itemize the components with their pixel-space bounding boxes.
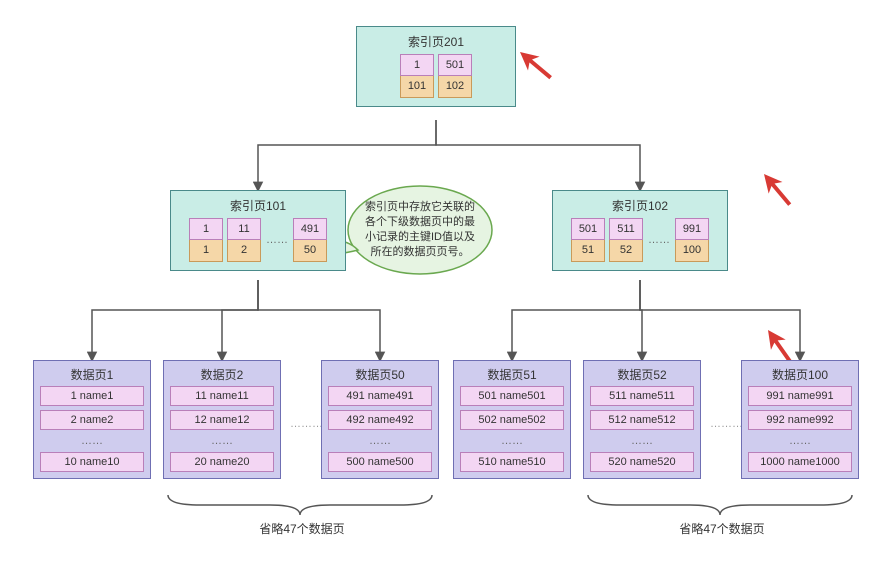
data-row: 2 name2 bbox=[40, 410, 144, 430]
data-page: 数据页51 501 name501 502 name502 …… 510 nam… bbox=[453, 360, 571, 479]
data-title: 数据页52 bbox=[584, 361, 700, 386]
index-page-left: 索引页101 1 1 11 2 …… 491 50 bbox=[170, 190, 346, 271]
gap-ellipsis: ……… bbox=[710, 418, 743, 430]
data-row: 20 name20 bbox=[170, 452, 274, 472]
data-title: 数据页50 bbox=[322, 361, 438, 386]
index-ptr: 101 bbox=[400, 76, 434, 98]
index-ptr: 102 bbox=[438, 76, 472, 98]
index-entries: 1 101 501 102 bbox=[357, 54, 515, 106]
data-page: 数据页100 991 name991 992 name992 …… 1000 n… bbox=[741, 360, 859, 479]
data-row: 1000 name1000 bbox=[748, 452, 852, 472]
index-entry: 501 102 bbox=[438, 54, 472, 98]
ellipsis: …… bbox=[748, 434, 852, 448]
data-row: 510 name510 bbox=[460, 452, 564, 472]
data-row: 492 name492 bbox=[328, 410, 432, 430]
data-row: 992 name992 bbox=[748, 410, 852, 430]
index-key: 501 bbox=[571, 218, 605, 240]
data-title: 数据页51 bbox=[454, 361, 570, 386]
index-key: 491 bbox=[293, 218, 327, 240]
index-entry: 11 2 bbox=[227, 218, 261, 262]
index-entry: 1 1 bbox=[189, 218, 223, 262]
index-ptr: 2 bbox=[227, 240, 261, 262]
ellipsis: …… bbox=[460, 434, 564, 448]
data-row: 991 name991 bbox=[748, 386, 852, 406]
data-row: 12 name12 bbox=[170, 410, 274, 430]
ellipsis: …… bbox=[170, 434, 274, 448]
footer-label-right: 省略47个数据页 bbox=[672, 520, 772, 537]
index-page-right: 索引页102 501 51 511 52 …… 991 100 bbox=[552, 190, 728, 271]
red-arrow-icon bbox=[757, 168, 797, 210]
data-row: 502 name502 bbox=[460, 410, 564, 430]
ellipsis: …… bbox=[590, 434, 694, 448]
index-ptr: 1 bbox=[189, 240, 223, 262]
index-entry: 511 52 bbox=[609, 218, 643, 262]
index-title: 索引页101 bbox=[171, 191, 345, 218]
callout-text: 索引页中存放它关联的各个下级数据页中的最小记录的主键ID值以及所在的数据页页号。 bbox=[360, 200, 480, 259]
data-row: 520 name520 bbox=[590, 452, 694, 472]
data-row: 500 name500 bbox=[328, 452, 432, 472]
ellipsis: …… bbox=[647, 234, 671, 246]
data-row: 491 name491 bbox=[328, 386, 432, 406]
index-entry: 491 50 bbox=[293, 218, 327, 262]
index-ptr: 50 bbox=[293, 240, 327, 262]
data-page: 数据页50 491 name491 492 name492 …… 500 nam… bbox=[321, 360, 439, 479]
index-key: 501 bbox=[438, 54, 472, 76]
index-key: 1 bbox=[189, 218, 223, 240]
index-ptr: 100 bbox=[675, 240, 709, 262]
gap-ellipsis: ……… bbox=[290, 418, 323, 430]
data-row: 11 name11 bbox=[170, 386, 274, 406]
data-row: 512 name512 bbox=[590, 410, 694, 430]
data-page: 数据页52 511 name511 512 name512 …… 520 nam… bbox=[583, 360, 701, 479]
data-title: 数据页1 bbox=[34, 361, 150, 386]
index-title: 索引页102 bbox=[553, 191, 727, 218]
index-title: 索引页201 bbox=[357, 27, 515, 54]
footer-label-left: 省略47个数据页 bbox=[252, 520, 352, 537]
index-key: 1 bbox=[400, 54, 434, 76]
data-row: 511 name511 bbox=[590, 386, 694, 406]
index-entries: 501 51 511 52 …… 991 100 bbox=[553, 218, 727, 270]
red-arrow-icon bbox=[514, 45, 556, 85]
index-entries: 1 1 11 2 …… 491 50 bbox=[171, 218, 345, 270]
data-page: 数据页1 1 name1 2 name2 …… 10 name10 bbox=[33, 360, 151, 479]
data-title: 数据页2 bbox=[164, 361, 280, 386]
index-ptr: 52 bbox=[609, 240, 643, 262]
index-ptr: 51 bbox=[571, 240, 605, 262]
ellipsis: …… bbox=[40, 434, 144, 448]
index-key: 511 bbox=[609, 218, 643, 240]
index-key: 11 bbox=[227, 218, 261, 240]
index-key: 991 bbox=[675, 218, 709, 240]
index-entry: 1 101 bbox=[400, 54, 434, 98]
data-row: 1 name1 bbox=[40, 386, 144, 406]
index-entry: 501 51 bbox=[571, 218, 605, 262]
index-entry: 991 100 bbox=[675, 218, 709, 262]
data-page: 数据页2 11 name11 12 name12 …… 20 name20 bbox=[163, 360, 281, 479]
data-row: 10 name10 bbox=[40, 452, 144, 472]
ellipsis: …… bbox=[328, 434, 432, 448]
data-row: 501 name501 bbox=[460, 386, 564, 406]
ellipsis: …… bbox=[265, 234, 289, 246]
data-title: 数据页100 bbox=[742, 361, 858, 386]
index-page-root: 索引页201 1 101 501 102 bbox=[356, 26, 516, 107]
